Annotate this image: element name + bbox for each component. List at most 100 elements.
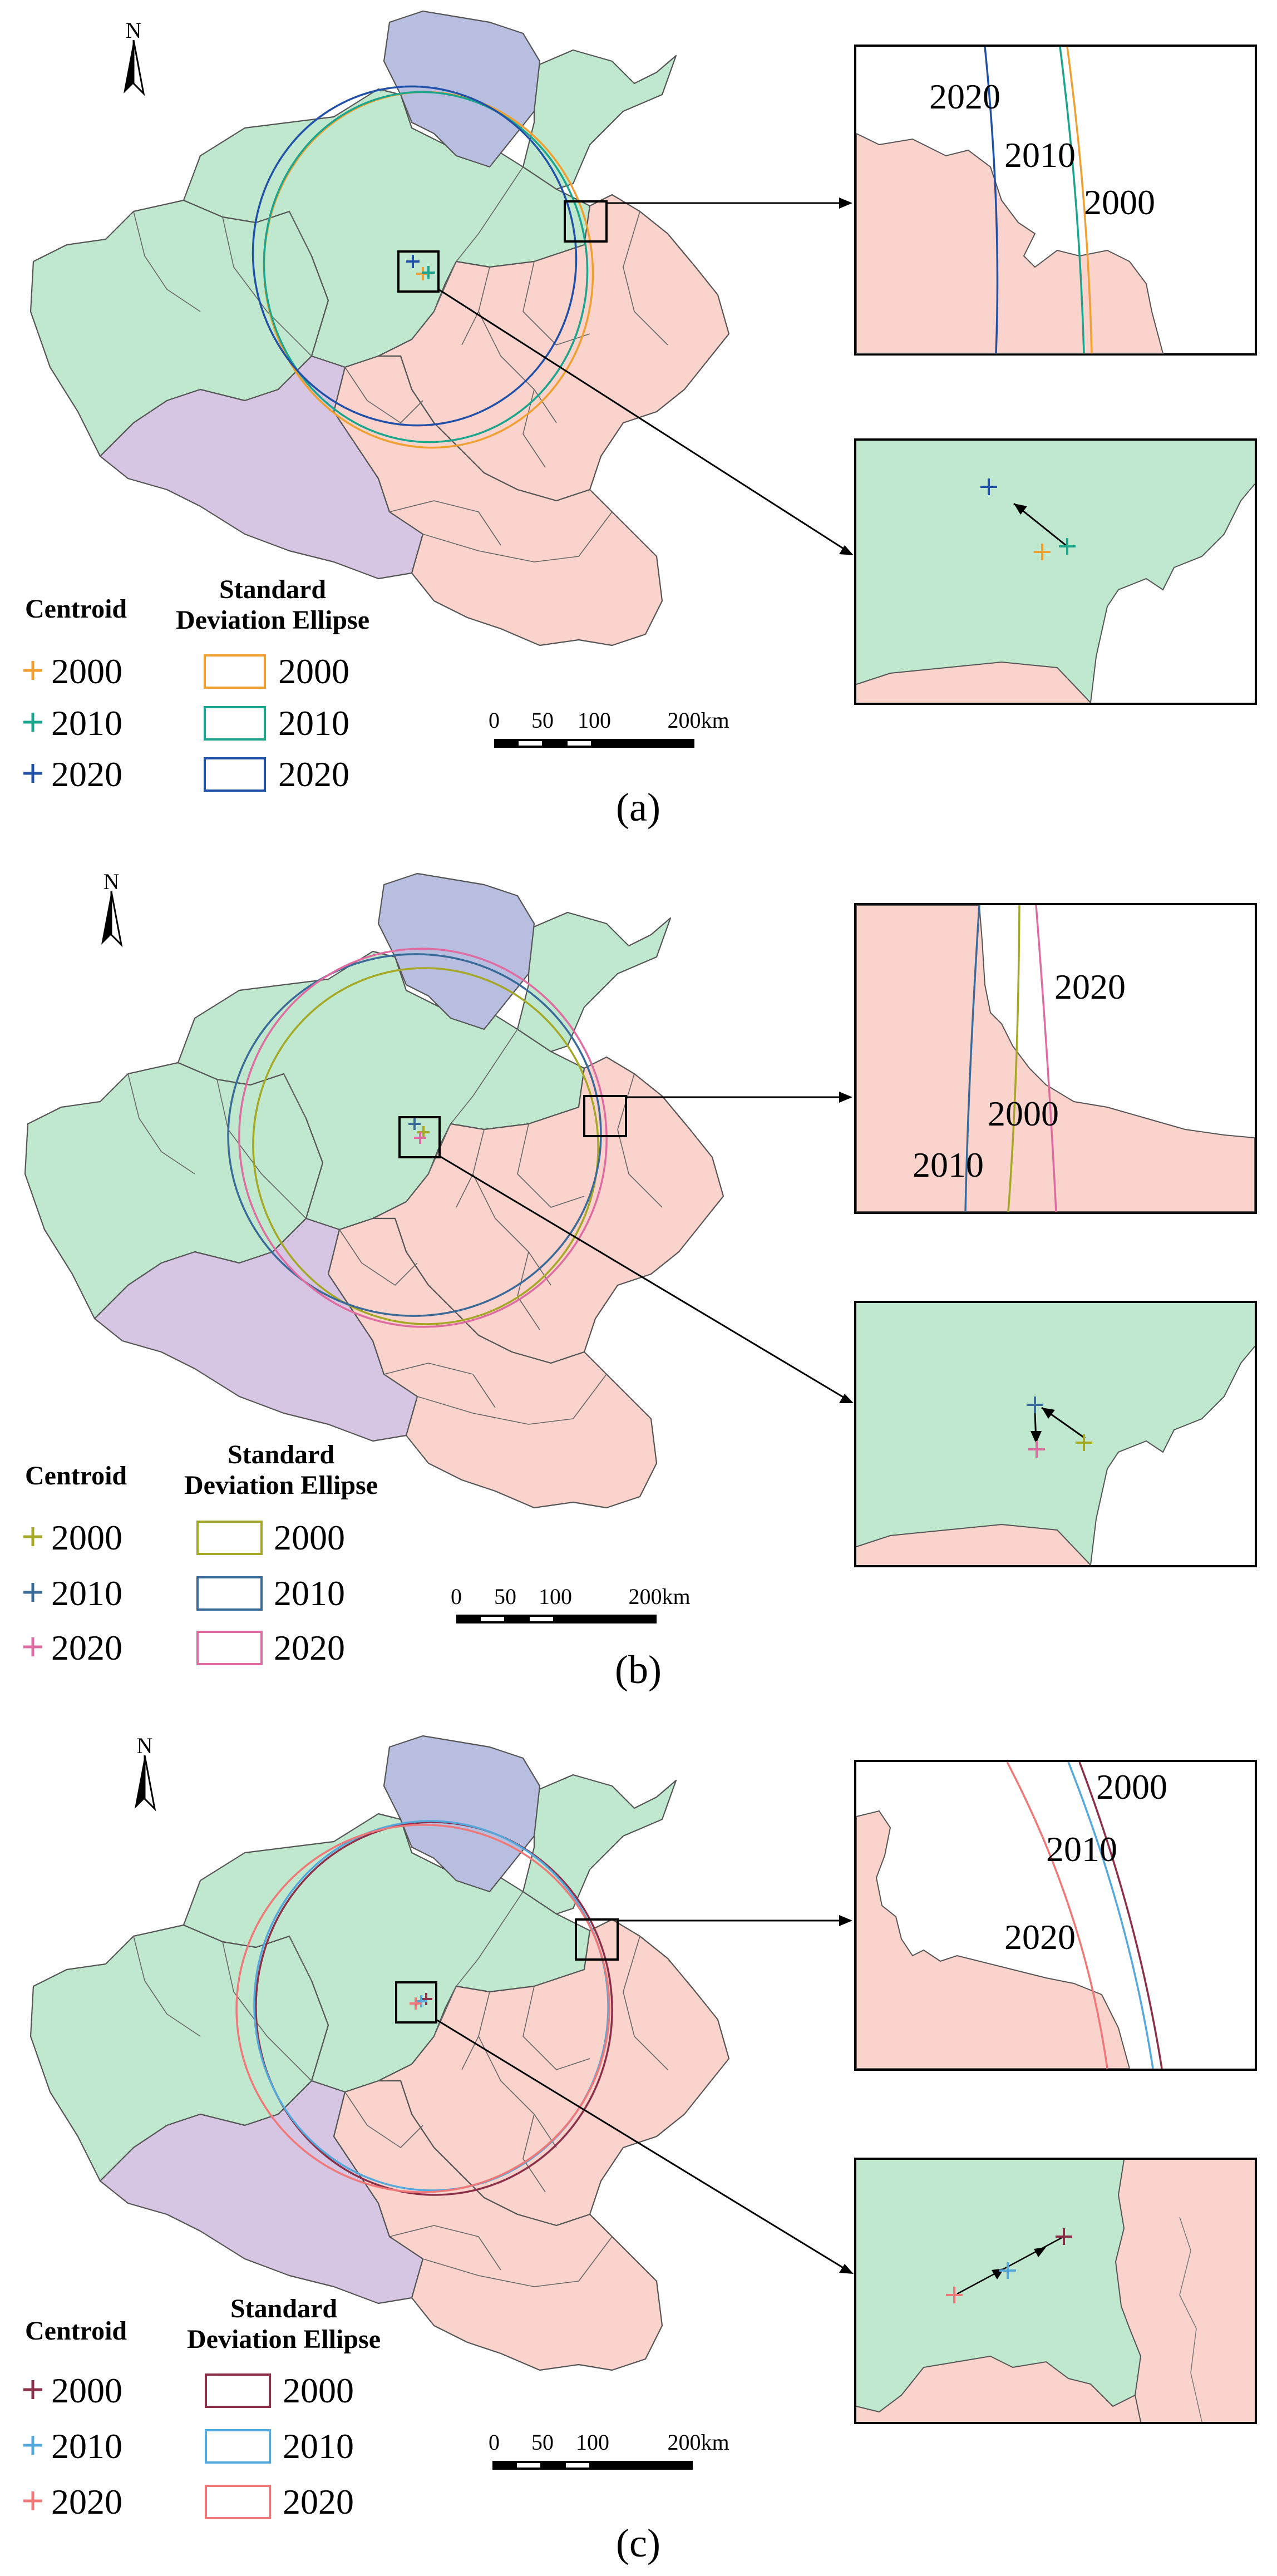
region-northeast-green [522, 49, 677, 190]
north-arrow-icon: N [135, 1733, 156, 1812]
scale-bar: 0 50 100 200km [451, 1584, 691, 1623]
legend-centroid-title: Centroid [25, 594, 127, 624]
inset-label-1: 2020 [1054, 967, 1126, 1006]
legend-centroid-2010: 2010 [51, 2426, 122, 2466]
region-northeast-green [522, 1774, 677, 1915]
inset-edge-detail: 2000 2010 2020 [854, 1760, 1257, 2071]
legend-ellipse-title-1: Standard [219, 575, 326, 604]
north-arrow-icon: N [124, 18, 145, 96]
panel-c-svg: N 2000 2010 2020 [23, 1733, 1257, 2565]
ellipse-2020 [238, 948, 608, 1328]
legend-ellipse-2020: 2020 [283, 2482, 354, 2521]
north-arrow-icon: N [101, 869, 123, 948]
inset-centroid-detail [854, 2158, 1257, 2424]
legend-ellipse-title-2: Deviation Ellipse [187, 2325, 381, 2354]
scale-label-100: 100 [578, 708, 611, 733]
scale-label-200km: 200km [667, 708, 729, 733]
panel-b: N 2020 2000 2010 [0, 857, 1277, 1716]
ellipse-2000 [252, 967, 599, 1325]
scale-label-200km: 200km [628, 1584, 690, 1609]
legend: Centroid Standard Deviation Ellipse 2000… [23, 1440, 378, 1667]
std-deviation-ellipses [227, 948, 608, 1328]
legend-centroid-title: Centroid [25, 1461, 127, 1491]
inset-edge-detail: 2020 2010 2000 [854, 45, 1257, 356]
legend-centroid-2010: 2010 [51, 1573, 122, 1613]
centroid-marker-2010 [408, 1118, 421, 1130]
legend-ellipse-title-2: Deviation Ellipse [184, 1470, 378, 1500]
zoom-box-edge [583, 1095, 627, 1137]
ellipse-2010 [227, 953, 602, 1317]
panel-a: N 2020 2010 2000 [0, 0, 1277, 857]
scale-label-50: 50 [531, 708, 554, 733]
inset-label-1: 2020 [929, 77, 1000, 116]
province-map [24, 872, 724, 1509]
legend-centroid-2020: 2020 [51, 1628, 122, 1667]
std-deviation-ellipses [235, 1820, 613, 2196]
zoom-box-edge [564, 200, 608, 243]
centroid-marker-2010 [415, 1995, 427, 2007]
legend-ellipse-2010: 2010 [274, 1573, 345, 1613]
std-deviation-ellipses [252, 85, 594, 449]
zoom-box-centroid [395, 1981, 437, 2024]
panel-a-svg: N 2020 2010 2000 [23, 10, 1257, 830]
zoom-box-centroid [398, 1116, 441, 1158]
leader-arrow-bottom [438, 288, 847, 552]
scale-label-0: 0 [489, 2430, 500, 2455]
scale-bar: 0 50 100 200km [489, 2430, 729, 2470]
legend-ellipse-title-1: Standard [228, 1440, 334, 1469]
region-south-pink [333, 2080, 663, 2371]
legend-ellipse-2000: 2000 [274, 1518, 345, 1557]
legend-centroid-2020: 2020 [51, 2482, 122, 2521]
legend-ellipse-title-1: Standard [230, 2294, 337, 2323]
legend-ellipse-title-2: Deviation Ellipse [176, 605, 369, 635]
ellipse-2020 [252, 85, 578, 427]
panel-c: N 2000 2010 2020 [0, 1716, 1277, 2573]
scale-label-0: 0 [489, 708, 500, 733]
caption-c: (c) [616, 2521, 660, 2565]
region-south-pink [327, 1217, 658, 1509]
centroid-marker-2020 [406, 255, 420, 268]
scale-label-100: 100 [576, 2430, 609, 2455]
legend-ellipse-2020: 2020 [278, 754, 349, 794]
scale-label-50: 50 [531, 2430, 554, 2455]
scale-label-200km: 200km [667, 2430, 729, 2455]
inset-label-2: 2000 [988, 1094, 1059, 1133]
scale-label-0: 0 [451, 1584, 462, 1609]
north-label: N [137, 1733, 153, 1758]
centroid-markers [408, 1118, 430, 1144]
inset-label-2: 2010 [1046, 1829, 1117, 1869]
scale-label-50: 50 [494, 1584, 516, 1609]
inset-label-3: 2010 [913, 1145, 984, 1185]
region-north-blue [383, 10, 541, 168]
leader-arrow-bottom [436, 2019, 847, 2271]
legend-centroid-2010: 2010 [51, 703, 122, 743]
region-northeast-green [516, 911, 672, 1053]
region-south-pink [333, 355, 663, 647]
legend: Centroid Standard Deviation Ellipse 2000… [23, 575, 369, 794]
centroid-marker-2010 [422, 266, 435, 279]
inset-centroid-detail [854, 1301, 1257, 1567]
north-label: N [103, 869, 120, 894]
centroid-markers [406, 255, 435, 280]
region-north-blue [383, 1735, 541, 1893]
inset-label-3: 2000 [1084, 182, 1155, 222]
legend-ellipse-2010: 2010 [283, 2426, 354, 2466]
inset-label-2: 2010 [1004, 135, 1076, 175]
legend-ellipse-2010: 2010 [278, 703, 349, 743]
zoom-box-edge [575, 1918, 619, 1961]
caption-a: (a) [616, 785, 660, 830]
legend-ellipse-2000: 2000 [283, 2371, 354, 2410]
scale-label-100: 100 [539, 1584, 572, 1609]
zoom-box-centroid [397, 250, 440, 293]
ellipse-2010 [263, 91, 589, 443]
legend-centroid-title: Centroid [25, 2316, 127, 2346]
ellipse-2000 [255, 1821, 613, 2196]
legend-ellipse-2020: 2020 [274, 1628, 345, 1667]
legend-centroid-2020: 2020 [51, 754, 122, 794]
province-map [29, 10, 730, 647]
centroid-markers [410, 1993, 432, 2010]
legend: Centroid Standard Deviation Ellipse 2000… [23, 2294, 381, 2521]
legend-centroid-2000: 2000 [51, 2371, 122, 2410]
ellipse-2020 [235, 1824, 610, 2193]
inset-label-1: 2000 [1096, 1767, 1167, 1807]
